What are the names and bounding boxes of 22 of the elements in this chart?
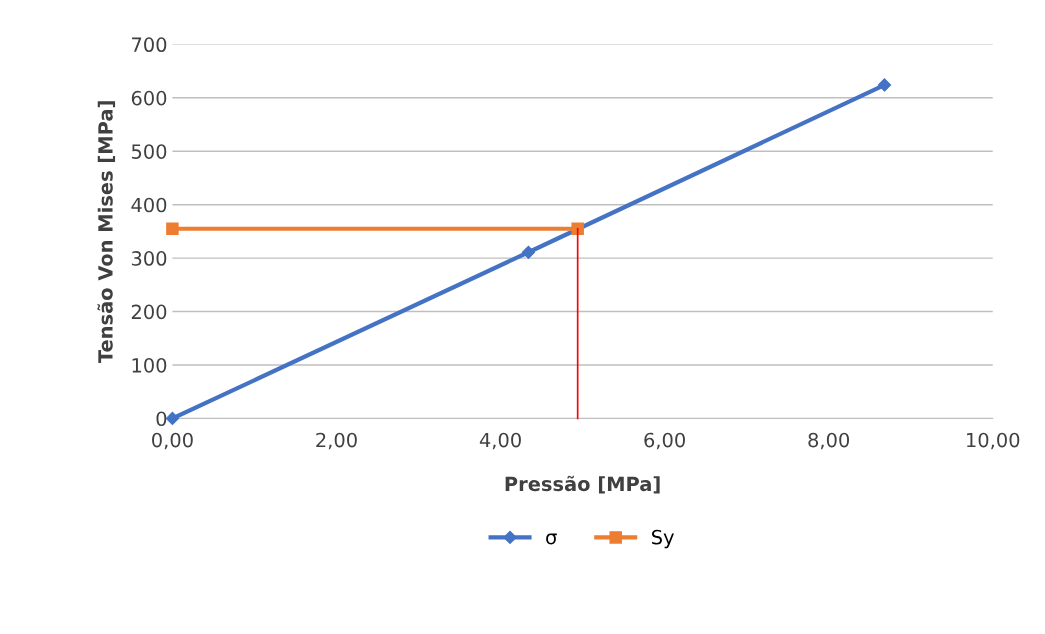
point bbox=[166, 222, 179, 235]
legend-label: Sy bbox=[651, 529, 674, 549]
y-tick-label: 200 bbox=[131, 304, 167, 320]
y-tick-label: 500 bbox=[131, 144, 167, 159]
x-tick-label: 8,00 bbox=[808, 432, 850, 450]
legend-label: σ bbox=[546, 533, 557, 545]
x-tick-label: 0,00 bbox=[152, 432, 193, 450]
y-tick-label: 400 bbox=[131, 197, 167, 213]
y-tick-label: 0 bbox=[156, 411, 167, 427]
x-axis-title: Pressão [MPa] bbox=[505, 475, 660, 494]
point bbox=[877, 78, 892, 92]
y-tick-label: 100 bbox=[132, 357, 167, 373]
y-axis-title: Tensão Von Mises [MPa] bbox=[97, 101, 116, 364]
x-tick-label: 10,00 bbox=[967, 432, 1020, 450]
point bbox=[571, 222, 584, 235]
point bbox=[521, 245, 536, 259]
y-tick-label: 300 bbox=[131, 251, 167, 266]
y-tick-label: 600 bbox=[131, 90, 167, 106]
x-tick-label: 2,00 bbox=[316, 432, 357, 450]
x-tick-label: 6,00 bbox=[644, 432, 685, 450]
x-tick-label: 4,00 bbox=[479, 432, 521, 450]
y-tick-label: 700 bbox=[132, 37, 167, 53]
